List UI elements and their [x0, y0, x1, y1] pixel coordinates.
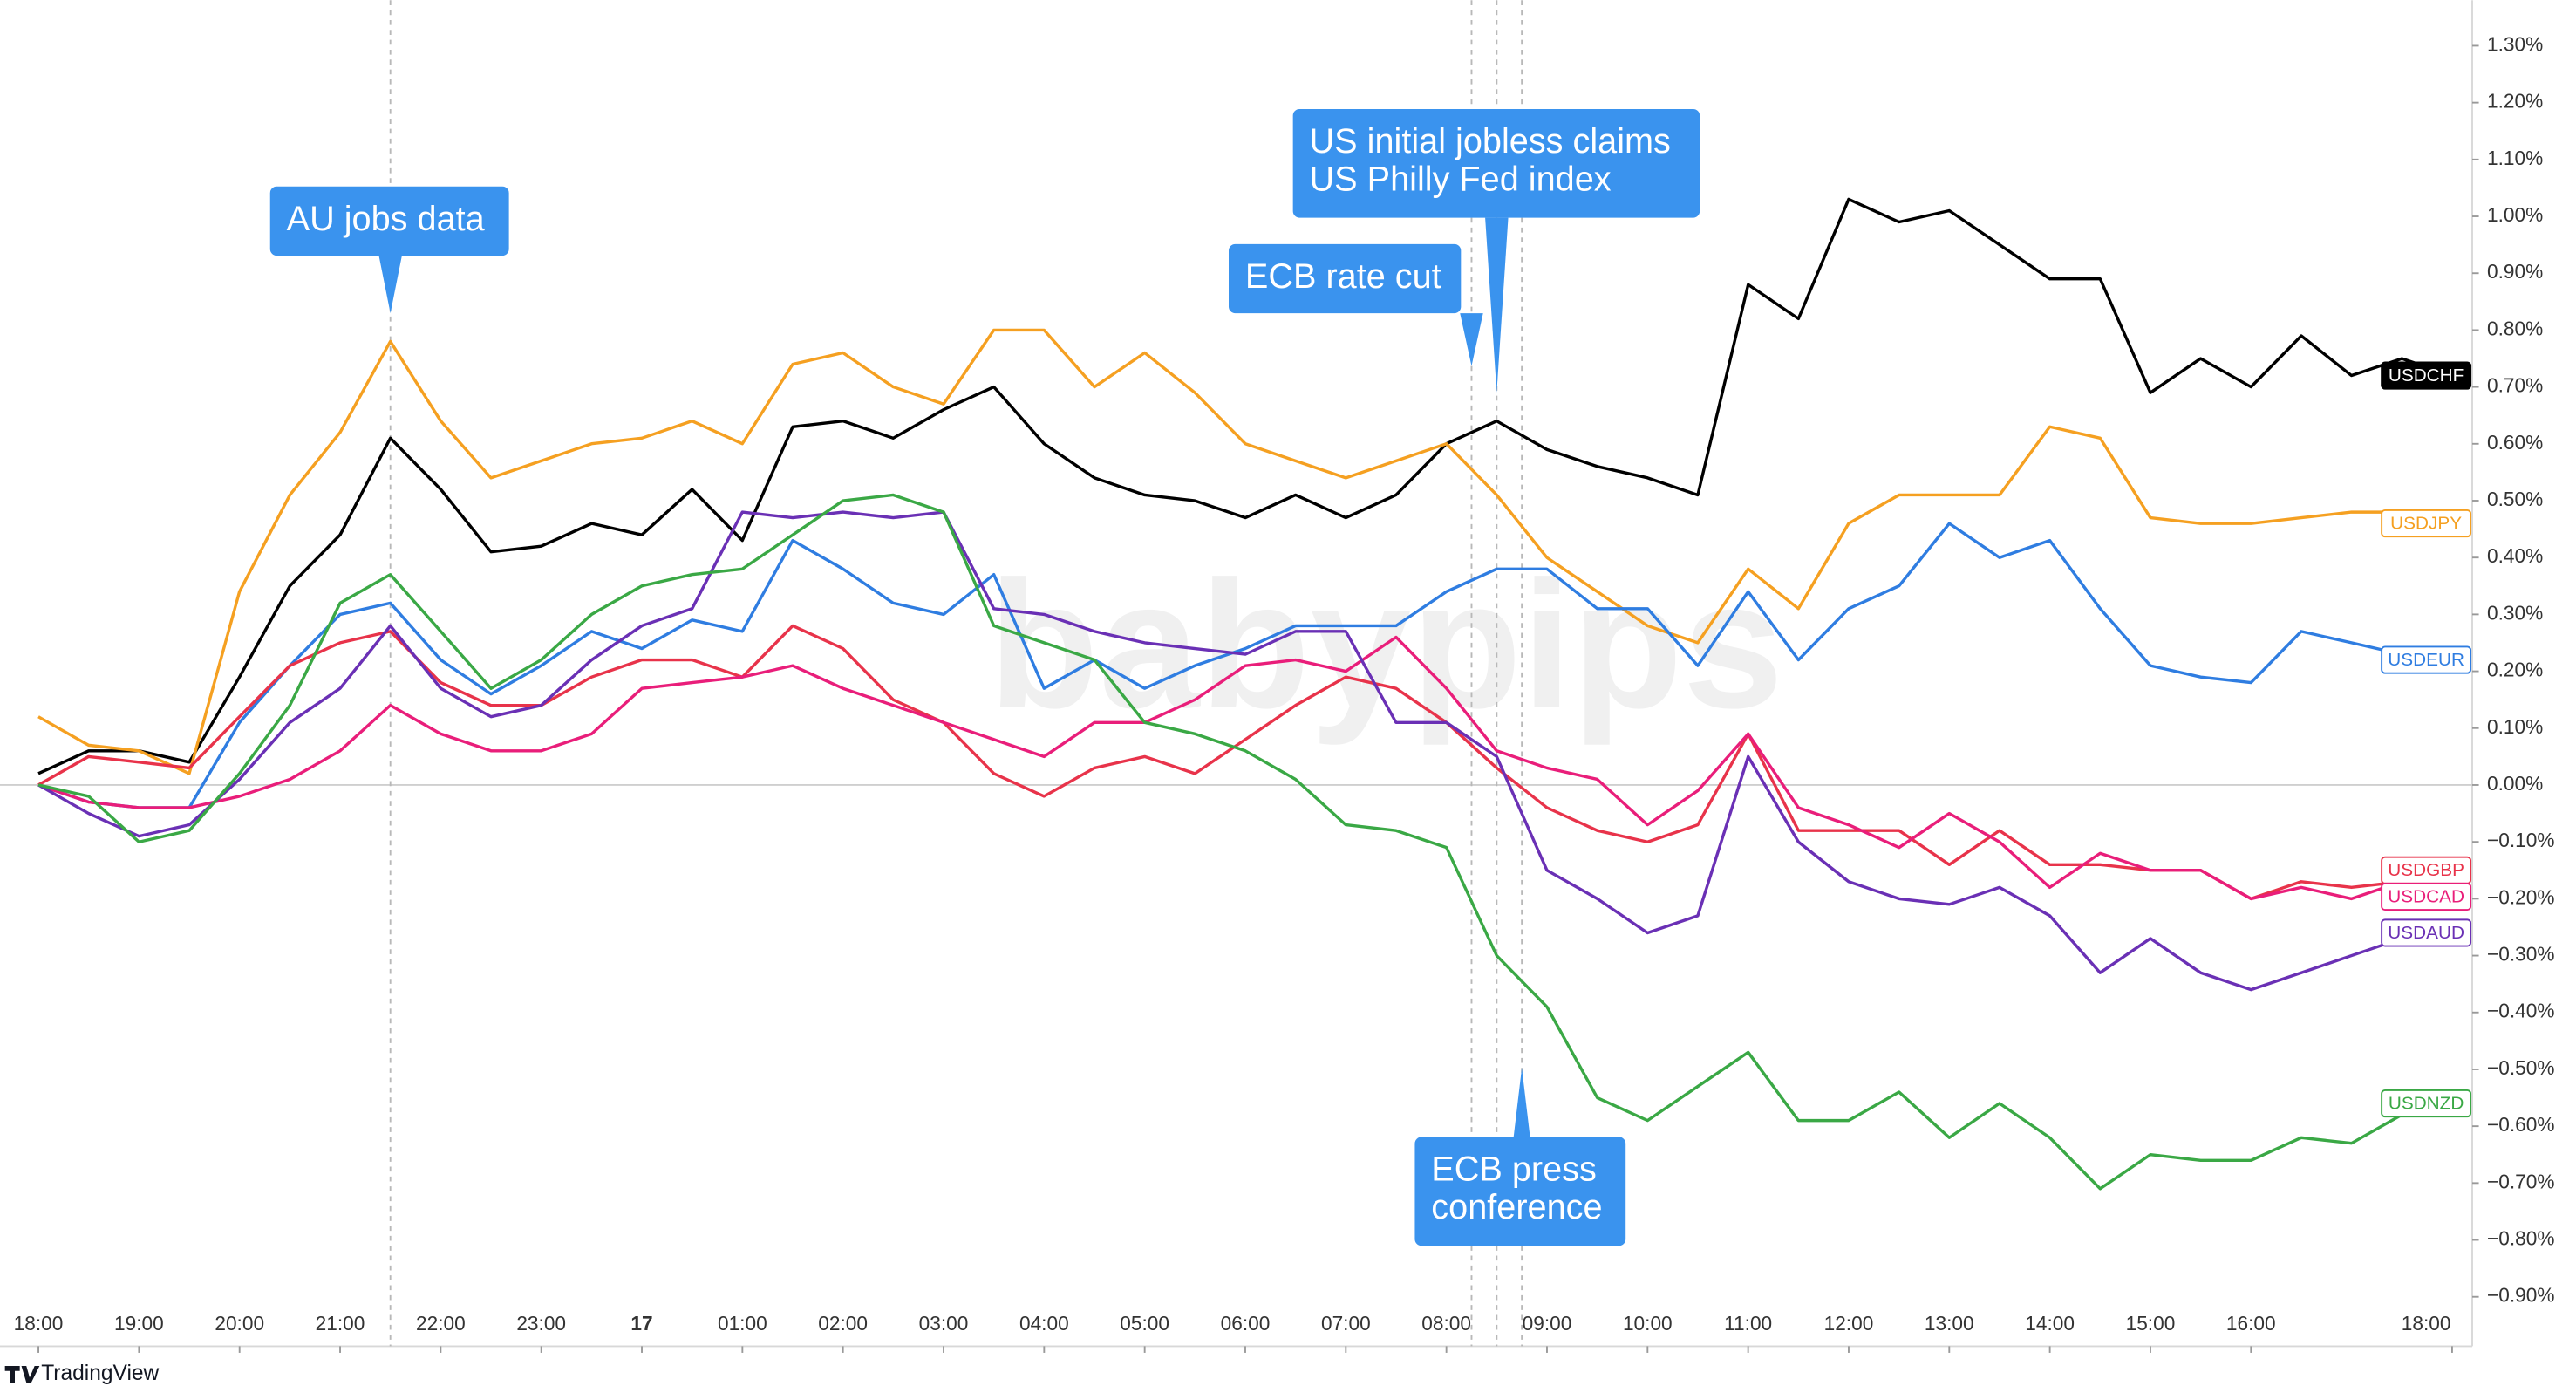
callout-text: ECB rate cut [1245, 257, 1441, 296]
callout-pointer [1460, 313, 1483, 366]
x-tick-label: 05:00 [1120, 1312, 1169, 1335]
series-tag-box [2381, 509, 2472, 538]
y-tick-label: −0.70% [2487, 1170, 2554, 1192]
series-tag-box [2381, 361, 2472, 390]
series-tag-label: USDEUR [2388, 650, 2464, 670]
x-tick-label: 10:00 [1623, 1312, 1673, 1335]
callout: AU jobs data [269, 186, 509, 314]
series-tag: USDEUR [2381, 645, 2472, 674]
y-tick-label: −0.10% [2487, 829, 2554, 851]
x-tick-label: 08:00 [1421, 1312, 1471, 1335]
series-line [37, 197, 2453, 775]
y-tick-label: −0.50% [2487, 1056, 2554, 1079]
x-tick-label: 23:00 [516, 1312, 566, 1335]
y-tick-label: 0.90% [2487, 260, 2543, 283]
y-tick-label: 1.30% [2487, 32, 2543, 55]
y-tick-label: 1.00% [2487, 203, 2543, 226]
x-tick-label: 03:00 [919, 1312, 969, 1335]
callout-text: US initial jobless claims [1310, 122, 1671, 160]
y-tick-label: −0.30% [2487, 943, 2554, 966]
series-tag-label: USDJPY [2390, 514, 2462, 534]
x-tick-label: 18:00 [14, 1312, 64, 1335]
x-tick-label: 19:00 [114, 1312, 164, 1335]
callout-pointer [1513, 1068, 1530, 1137]
x-tick-label: 21:00 [316, 1312, 365, 1335]
y-tick-label: −0.20% [2487, 885, 2554, 908]
series-line [37, 493, 2453, 1191]
callout-box [1229, 243, 1462, 314]
x-tick-label: 13:00 [1925, 1312, 1974, 1335]
y-tick-label: 0.80% [2487, 317, 2543, 339]
x-tick-label: 18:00 [2402, 1312, 2451, 1335]
brand-logo: TradingView [4, 1362, 160, 1385]
callout-pointer [1485, 217, 1509, 393]
callout-box [1414, 1137, 1626, 1246]
series-tag-box [2381, 645, 2472, 674]
brand: TradingView [41, 1362, 159, 1385]
series-tag: USDNZD [2381, 1089, 2472, 1118]
x-tick-label: 22:00 [416, 1312, 466, 1335]
callout-box [269, 186, 509, 256]
series-tag-label: USDAUD [2388, 923, 2464, 943]
x-tick-label: 15:00 [2126, 1312, 2176, 1335]
logo-mark [4, 1366, 40, 1383]
x-tick-label: 20:00 [215, 1312, 264, 1335]
x-tick-label: 04:00 [1019, 1312, 1069, 1335]
y-tick-label: −0.40% [2487, 1000, 2554, 1022]
series-tag-box [2381, 918, 2472, 947]
callout-box [1292, 108, 1700, 218]
series-tag-label: USDGBP [2388, 860, 2464, 880]
y-tick-label: 0.30% [2487, 601, 2543, 624]
x-tick-label: 01:00 [718, 1312, 767, 1335]
y-tick-label: 0.10% [2487, 715, 2543, 738]
y-tick-label: 0.40% [2487, 544, 2543, 567]
series-tag: USDGBP [2381, 856, 2472, 884]
y-tick-label: 0.20% [2487, 659, 2543, 681]
y-tick-label: 0.60% [2487, 431, 2543, 454]
series-line [37, 522, 2453, 809]
series-tag-box [2381, 882, 2472, 911]
callout-text: conference [1431, 1188, 1602, 1226]
series-tag-label: USDCAD [2388, 886, 2464, 906]
y-tick-label: 0.00% [2487, 772, 2543, 795]
x-tick-label: 02:00 [818, 1312, 868, 1335]
callout-text: ECB press [1431, 1150, 1597, 1189]
series-line [37, 624, 2453, 901]
series-tag: USDCHF [2381, 361, 2472, 390]
y-tick-label: 0.50% [2487, 488, 2543, 510]
series-tag: USDJPY [2381, 509, 2472, 538]
x-tick-label: 09:00 [1523, 1312, 1572, 1335]
y-tick-label: −0.80% [2487, 1227, 2554, 1250]
y-tick-label: −0.60% [2487, 1113, 2554, 1136]
callout-pointer [378, 256, 402, 314]
x-tick-label: 14:00 [2025, 1312, 2075, 1335]
callout: ECB rate cut [1229, 243, 1483, 366]
x-tick-label: 06:00 [1221, 1312, 1271, 1335]
y-tick-label: 1.10% [2487, 147, 2543, 169]
series-line [37, 510, 2453, 992]
series-tag-box [2381, 1089, 2472, 1118]
y-tick-label: −0.90% [2487, 1284, 2554, 1307]
x-tick-label: 11:00 [1724, 1312, 1772, 1335]
callout-text: US Philly Fed index [1310, 160, 1612, 199]
series-tag: USDCAD [2381, 882, 2472, 911]
x-tick-label: 16:00 [2226, 1312, 2276, 1335]
series-line [37, 328, 2453, 775]
y-tick-label: 0.70% [2487, 374, 2543, 397]
y-tick-label: 1.20% [2487, 90, 2543, 113]
series-tag-label: USDNZD [2389, 1093, 2464, 1113]
x-tick-label: 12:00 [1824, 1312, 1874, 1335]
series-tag-label: USDCHF [2389, 365, 2464, 386]
series-line [37, 635, 2453, 901]
x-tick-label: 07:00 [1321, 1312, 1371, 1335]
callout-text: AU jobs data [287, 200, 486, 238]
x-tick-label: 17 [630, 1312, 652, 1335]
series-tag: USDAUD [2381, 918, 2472, 947]
